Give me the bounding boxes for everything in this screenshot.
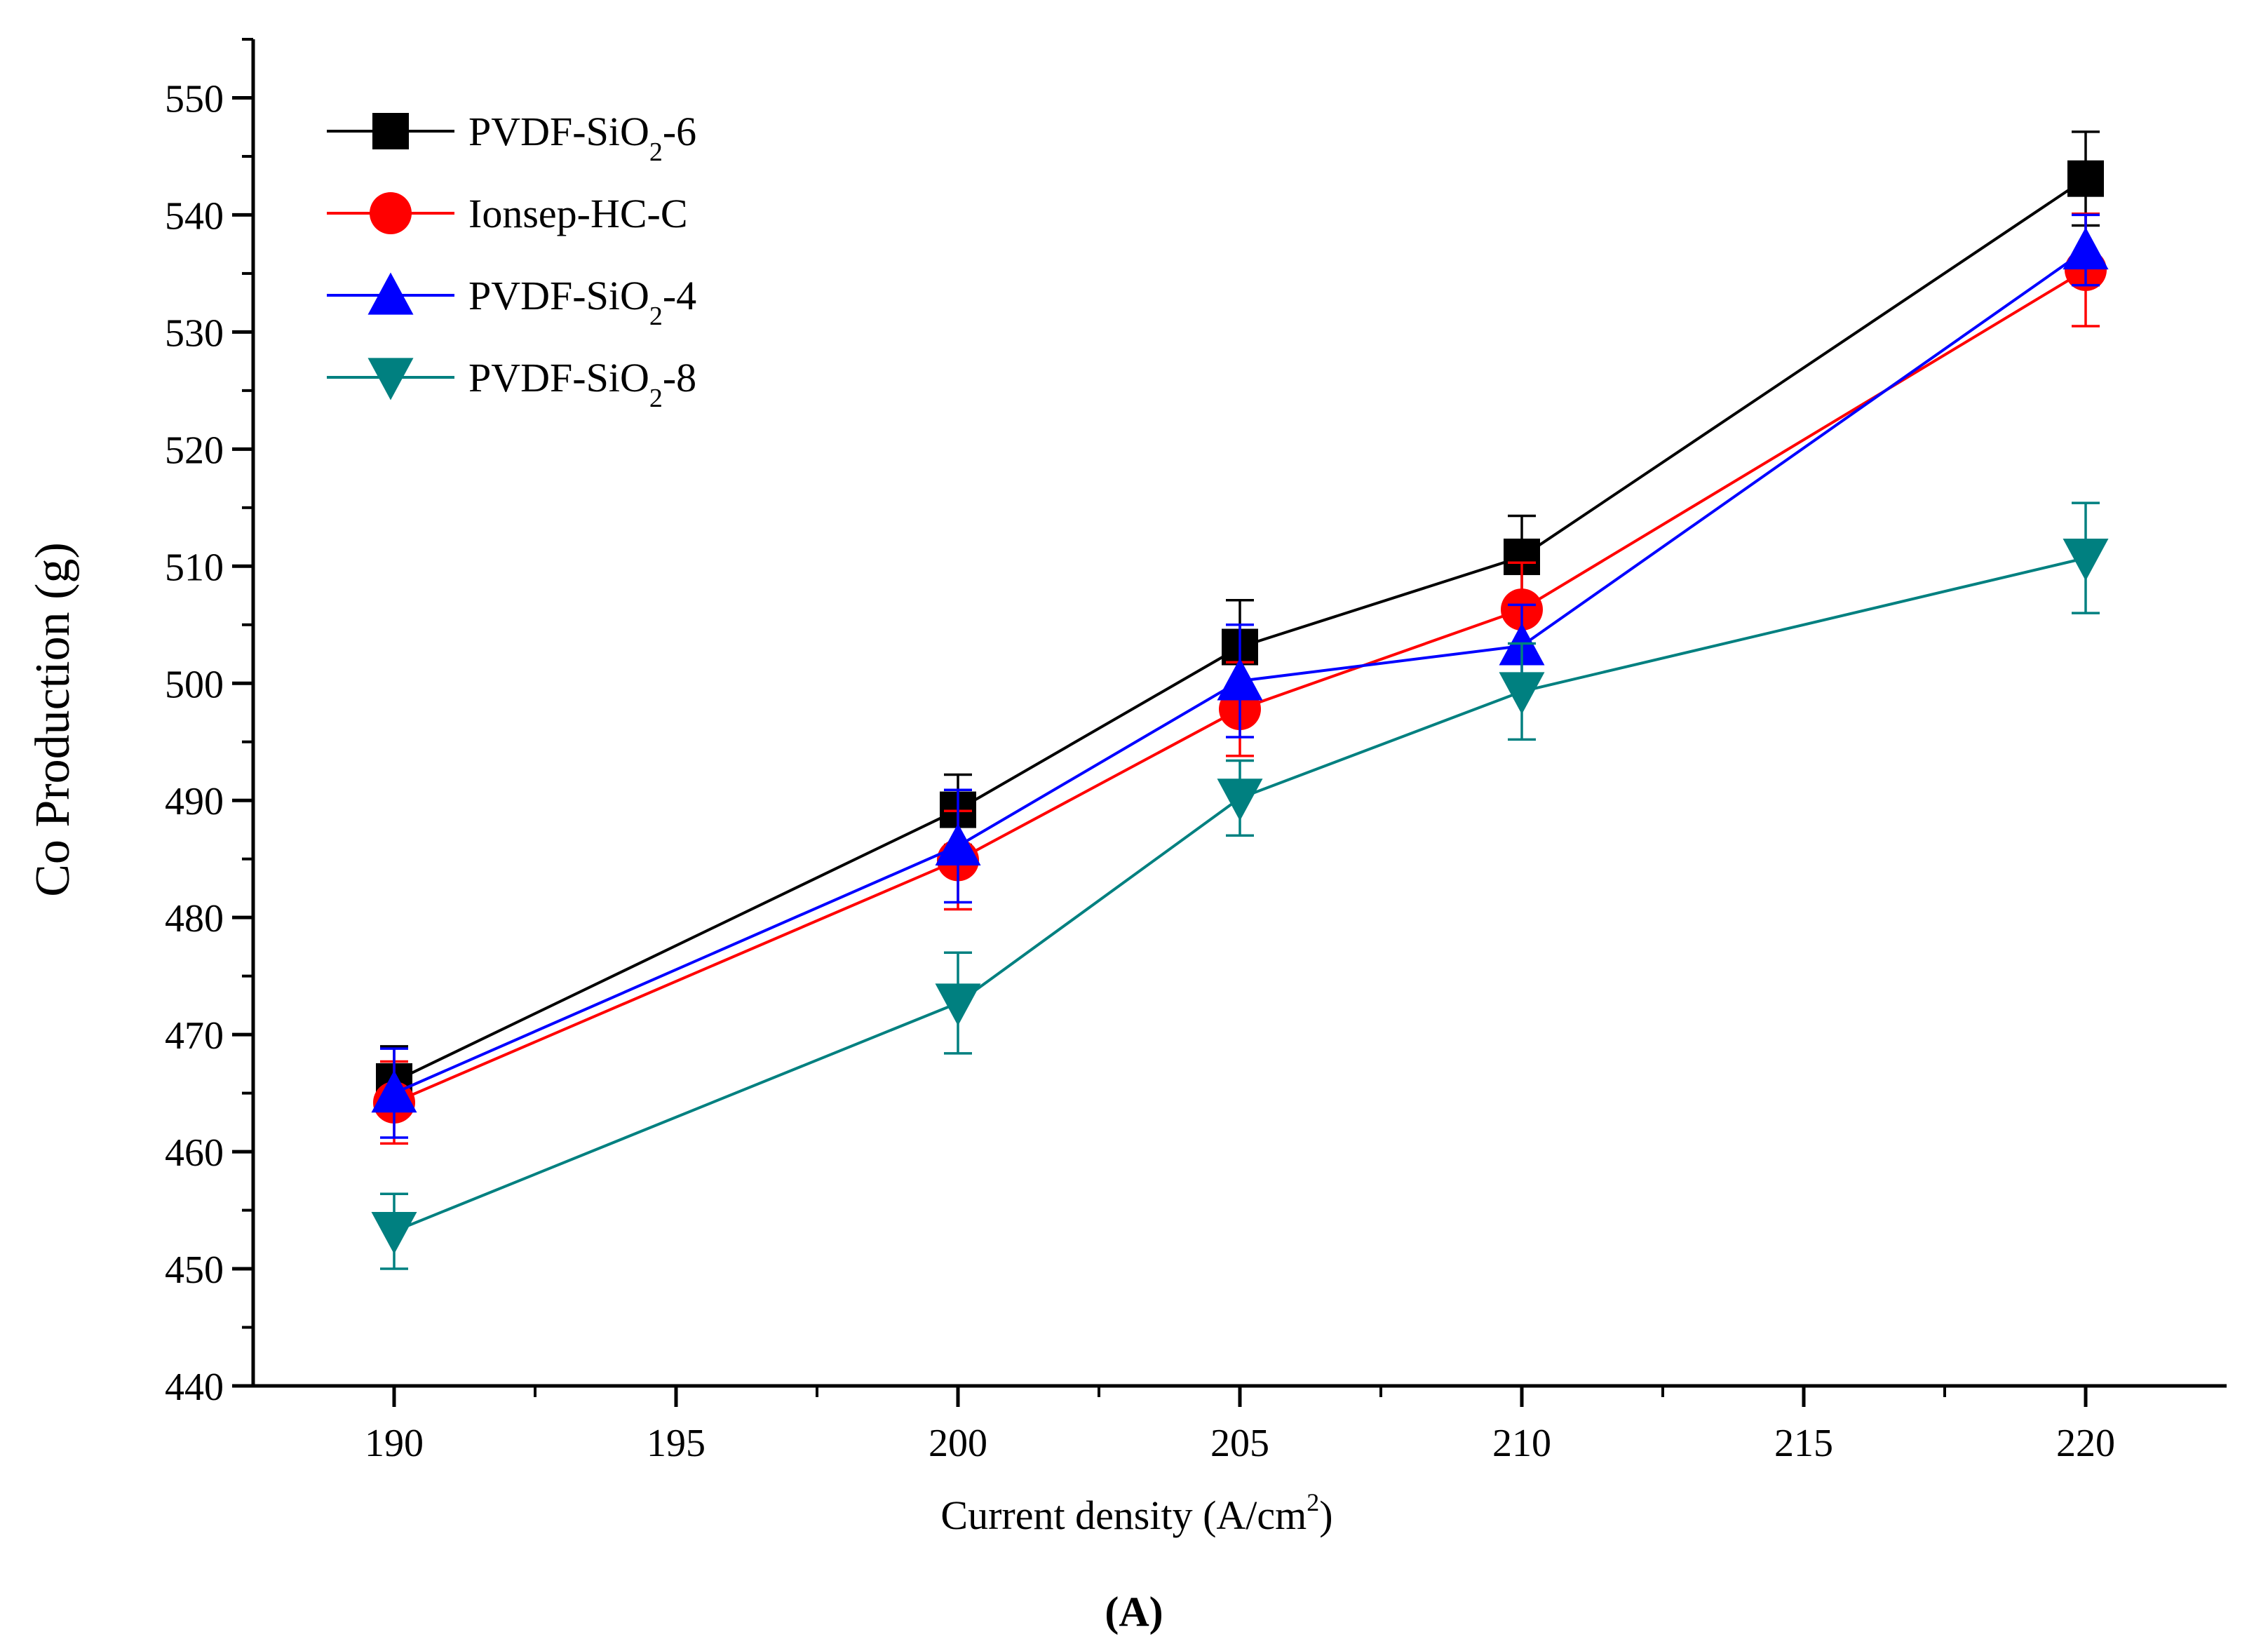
legend-label: PVDF-SiO2-8 (468, 355, 696, 413)
series-layer (371, 130, 2109, 1270)
x-axis-label-sup: 2 (1307, 1488, 1319, 1516)
legend-entry-2: PVDF-SiO2-4 (327, 272, 696, 331)
y-tick-label: 490 (165, 780, 224, 823)
y-tick-label: 460 (165, 1131, 224, 1175)
legend-label-sub: 2 (649, 137, 663, 167)
y-tick-label: 440 (165, 1366, 224, 1409)
tick-labels: 440 450 460 470 480 490 500 510 520 530 540 550 190 1… (165, 77, 2115, 1465)
data-point (2063, 227, 2109, 270)
data-point (1499, 672, 1545, 715)
series-2 (371, 213, 2109, 1139)
x-tick-label: 215 (1774, 1422, 1833, 1465)
legend-label: PVDF-SiO2-6 (468, 109, 696, 167)
legend-label-main: PVDF-SiO (468, 109, 649, 154)
x-tick-label: 210 (1492, 1422, 1551, 1465)
y-tick-label: 540 (165, 194, 224, 238)
y-tick-label: 520 (165, 429, 224, 472)
y-tick-label: 450 (165, 1248, 224, 1292)
y-tick-label: 480 (165, 897, 224, 941)
legend-marker (370, 192, 412, 234)
legend-label-main: Ionsep-HC-C (468, 191, 688, 236)
legend-label-tail: -4 (663, 273, 696, 318)
y-tick-label: 510 (165, 546, 224, 589)
y-tick-label: 470 (165, 1014, 224, 1058)
y-tick-label: 550 (165, 77, 224, 121)
data-point (371, 1211, 417, 1255)
legend-entry-0: PVDF-SiO2-6 (327, 109, 696, 167)
legend-label-tail: -6 (663, 109, 696, 154)
legend-label-main: PVDF-SiO (468, 273, 649, 318)
tick-marks (232, 38, 2088, 1407)
data-point (1217, 658, 1263, 701)
y-tick-label: 500 (165, 663, 224, 706)
data-point (371, 1070, 417, 1113)
data-point (1217, 779, 1263, 821)
legend-label-sub: 2 (649, 302, 663, 331)
y-axis-label: Co Production (g) (26, 542, 80, 897)
legend-marker (367, 272, 414, 315)
legend-marker (372, 113, 409, 149)
x-tick-label: 195 (647, 1422, 706, 1465)
legend-label-sub: 2 (649, 384, 663, 413)
x-axis-label-main: Current density (A/cm (940, 1492, 1307, 1538)
legend-entry-1: Ionsep-HC-C (327, 191, 688, 236)
legend-label: PVDF-SiO2-4 (468, 273, 696, 331)
legend-label-main: PVDF-SiO (468, 355, 649, 400)
legend-label-tail: -8 (663, 355, 696, 400)
data-point (935, 823, 981, 865)
legend-entry-3: PVDF-SiO2-8 (327, 355, 696, 413)
x-tick-label: 200 (929, 1422, 987, 1465)
y-tick-label: 530 (165, 311, 224, 355)
x-axis-label-tail: ) (1319, 1492, 1332, 1538)
data-point (2063, 538, 2109, 581)
x-tick-label: 220 (2056, 1422, 2115, 1465)
figure-caption: (A) (1105, 1589, 1163, 1635)
x-tick-label: 190 (365, 1422, 424, 1465)
legend: PVDF-SiO2-6Ionsep-HC-CPVDF-SiO2-4PVDF-Si… (327, 109, 696, 413)
data-point (2067, 160, 2104, 197)
legend-label: Ionsep-HC-C (468, 191, 688, 236)
x-axis-label: Current density (A/cm2) (940, 1488, 1332, 1538)
data-point (935, 983, 981, 1026)
x-tick-label: 205 (1210, 1422, 1269, 1465)
series-3 (371, 501, 2109, 1270)
legend-marker (367, 358, 414, 400)
